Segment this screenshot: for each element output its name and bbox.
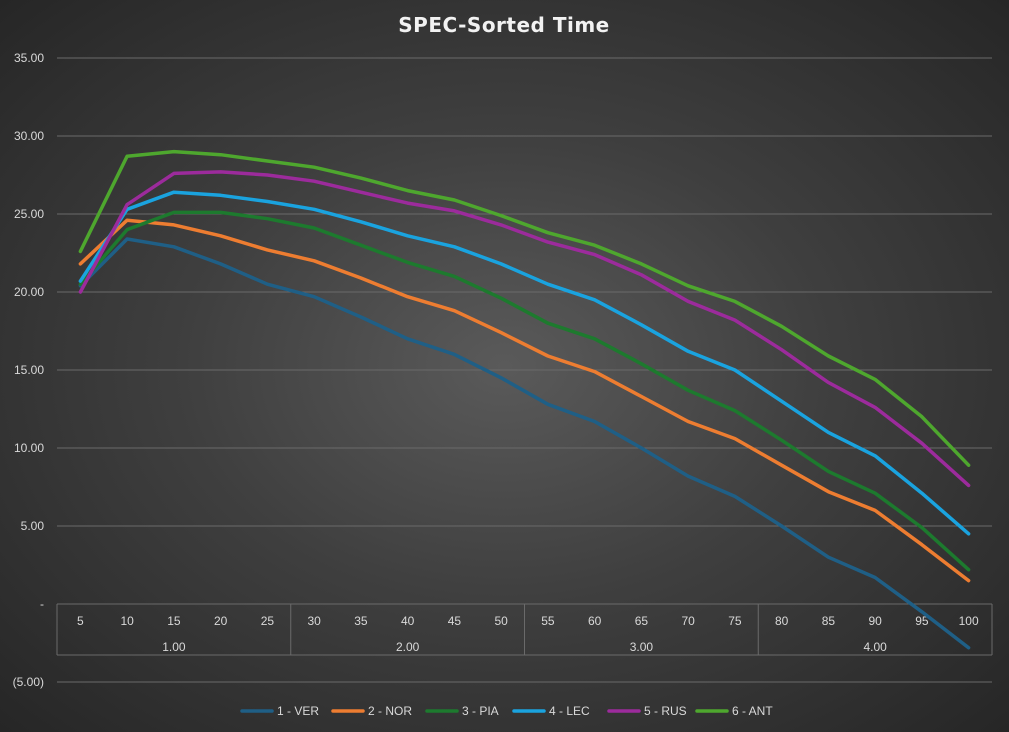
x-tick-label: 15 [167, 614, 181, 628]
x-tick-label: 60 [588, 614, 602, 628]
x-tick-label: 75 [728, 614, 742, 628]
x-tick-label: 90 [868, 614, 882, 628]
legend-item: 6 - ANT [695, 704, 773, 718]
series-line-3-pia [78, 210, 971, 572]
x-tick-label: 80 [775, 614, 789, 628]
x-tick-label: 40 [401, 614, 415, 628]
y-axis: (5.00) - 5.00 10.00 15.00 20.00 25.00 30.00 35.0… [13, 51, 45, 689]
y-tick-label: (5.00) [13, 675, 44, 689]
legend-label: 4 - LEC [549, 704, 590, 718]
legend-item: 5 - RUS [607, 704, 687, 718]
series-lines [78, 149, 971, 650]
series-line-5-rus [78, 170, 971, 488]
legend-label: 3 - PIA [462, 704, 499, 718]
x-group-label: 1.00 [162, 640, 186, 654]
series-line-2-nor [78, 218, 971, 583]
series-line-1-ver [78, 237, 971, 650]
legend-label: 5 - RUS [644, 704, 687, 718]
y-tick-label: - [40, 597, 44, 611]
legend-label: 1 - VER [277, 704, 319, 718]
x-group-label: 3.00 [630, 640, 654, 654]
x-tick-label: 5 [77, 614, 84, 628]
x-group-label: 4.00 [863, 640, 887, 654]
y-tick-label: 20.00 [14, 285, 44, 299]
x-tick-label: 45 [448, 614, 462, 628]
x-tick-label: 25 [261, 614, 275, 628]
x-tick-label: 35 [354, 614, 368, 628]
legend-item: 3 - PIA [425, 704, 499, 718]
x-tick-label: 95 [915, 614, 929, 628]
x-group-label: 2.00 [396, 640, 420, 654]
y-tick-label: 35.00 [14, 51, 44, 65]
x-tick-label: 30 [307, 614, 321, 628]
gridlines [56, 57, 993, 683]
x-tick-label: 85 [822, 614, 836, 628]
y-tick-label: 5.00 [21, 519, 45, 533]
series-line-6-ant [78, 149, 971, 467]
series-line-4-lec [78, 190, 971, 536]
x-tick-label: 70 [681, 614, 695, 628]
y-tick-label: 25.00 [14, 207, 44, 221]
legend-label: 2 - NOR [368, 704, 412, 718]
x-tick-label: 55 [541, 614, 555, 628]
y-tick-label: 10.00 [14, 441, 44, 455]
x-tick-label: 65 [635, 614, 649, 628]
chart-title: SPEC-Sorted Time [398, 13, 609, 37]
x-tick-label: 50 [494, 614, 508, 628]
x-tick-label: 10 [120, 614, 134, 628]
y-tick-label: 30.00 [14, 129, 44, 143]
legend-item: 1 - VER [240, 704, 319, 718]
legend-item: 4 - LEC [512, 704, 590, 718]
legend: 1 - VER 2 - NOR 3 - PIA 4 - LEC 5 - RUS 6 - A… [240, 704, 773, 718]
legend-item: 2 - NOR [331, 704, 412, 718]
x-axis: 1.00 2.00 3.00 4.00 5 10 15 20 25 30 35 40 45 50 55 60 6… [77, 614, 979, 654]
y-tick-label: 15.00 [14, 363, 44, 377]
x-tick-label: 100 [959, 614, 979, 628]
legend-label: 6 - ANT [732, 704, 773, 718]
x-tick-label: 20 [214, 614, 228, 628]
